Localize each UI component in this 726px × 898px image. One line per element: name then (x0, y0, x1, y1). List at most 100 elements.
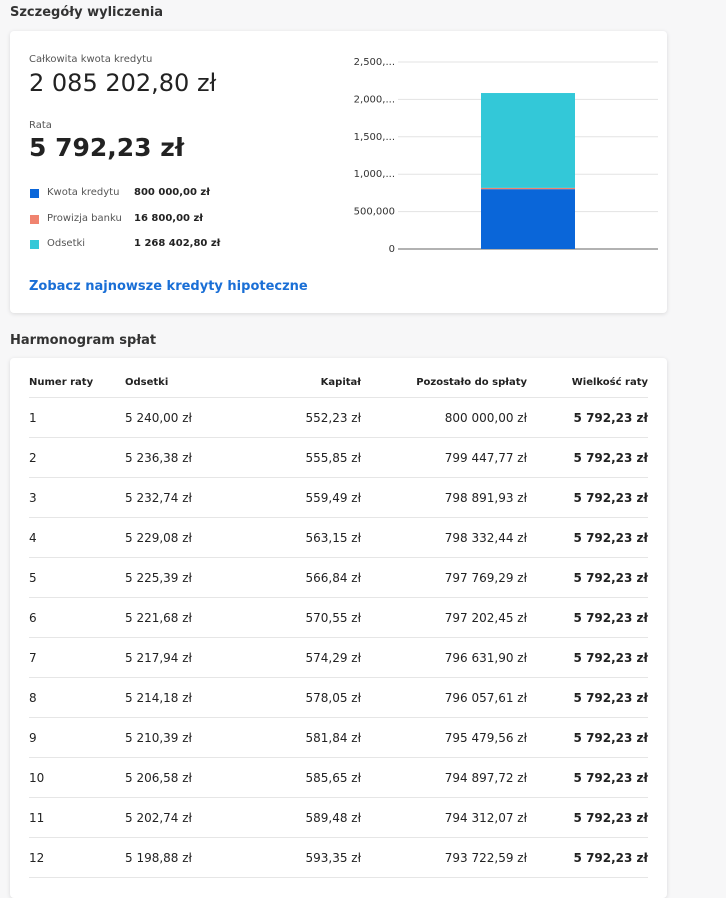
table-row: 10 5 206,58 zł 585,65 zł 794 897,72 zł 5 792… (29, 757, 648, 798)
table-cell: 793 722,59 zł (361, 837, 527, 878)
table-cell: 2 (29, 437, 125, 478)
table-cell: 5 792,23 zł (527, 717, 648, 758)
table-cell: 5 229,08 zł (125, 517, 245, 558)
legend-swatch (30, 214, 39, 224)
bar-segment (481, 93, 575, 188)
legend-value: 16 800,00 zł (134, 212, 203, 224)
table-cell: 11 (29, 797, 125, 838)
table-cell: 794 897,72 zł (361, 757, 527, 798)
table-cell: 5 214,18 zł (125, 677, 245, 718)
table-cell: 5 225,39 zł (125, 557, 245, 598)
column-header: Odsetki (125, 368, 245, 398)
column-header: Numer raty (29, 368, 125, 398)
bar-segment (481, 187, 575, 190)
column-header: Pozostało do spłaty (361, 368, 527, 398)
table-cell: 5 198,88 zł (125, 837, 245, 878)
legend-label: Odsetki (47, 238, 86, 249)
table-cell: 1 (29, 397, 125, 438)
table-cell: 585,65 zł (245, 757, 361, 798)
y-tick-label: 1,000,... (354, 169, 395, 180)
column-header: Kapitał (245, 368, 361, 398)
table-cell: 6 (29, 597, 125, 638)
table-cell: 9 (29, 717, 125, 758)
table-cell: 555,85 zł (245, 437, 361, 478)
legend-value: 800 000,00 zł (134, 187, 210, 198)
table-cell: 559,49 zł (245, 477, 361, 518)
summary-card: Całkowita kwota kredytu 2 085 202,80 zł … (10, 31, 667, 313)
table-cell: 5 792,23 zł (527, 837, 648, 878)
bar-segment (481, 189, 575, 249)
table-cell: 5 206,58 zł (125, 757, 245, 798)
legend-value: 1 268 402,80 zł (134, 238, 221, 249)
table-cell: 7 (29, 637, 125, 678)
schedule-heading: Harmonogram spłat (10, 333, 157, 348)
table-cell: 797 202,45 zł (361, 597, 527, 638)
table-cell: 589,48 zł (245, 797, 361, 838)
rate-label: Rata (29, 120, 52, 131)
table-cell: 5 792,23 zł (527, 437, 648, 478)
table-cell: 5 792,23 zł (527, 397, 648, 438)
table-cell: 574,29 zł (245, 637, 361, 678)
table-cell: 5 217,94 zł (125, 637, 245, 678)
legend-label: Prowizja banku (47, 212, 122, 224)
table-cell: 5 792,23 zł (527, 557, 648, 598)
table-cell: 5 792,23 zł (527, 797, 648, 838)
table-cell: 570,55 zł (245, 597, 361, 638)
table-row: 12 5 198,88 zł 593,35 zł 793 722,59 zł 5 792… (29, 837, 648, 878)
table-cell: 5 210,39 zł (125, 717, 245, 758)
heading: Szczegóły wyliczenia (10, 5, 164, 20)
y-tick-label: 2,000,... (354, 94, 395, 105)
table-cell: 5 232,74 zł (125, 477, 245, 518)
chart: 0 500,000 1,000,... 1,500,... 2,000,... 2,500… (354, 57, 658, 255)
table-cell: 581,84 zł (245, 717, 361, 758)
schedule-card: Numer raty Odsetki Kapitał Pozostało do spł… (10, 358, 667, 898)
table-cell: 5 240,00 zł (125, 397, 245, 438)
table-cell: 578,05 zł (245, 677, 361, 718)
table-cell: 795 479,56 zł (361, 717, 527, 758)
table-cell: 799 447,77 zł (361, 437, 527, 478)
table-cell: 4 (29, 517, 125, 558)
total-label: Całkowita kwota kredytu (29, 54, 153, 65)
link[interactable]: Zobacz najnowsze kredyty hipoteczne (29, 279, 308, 294)
legend-label: Kwota kredytu (47, 187, 120, 198)
total: 2 085 202,80 zł (29, 69, 217, 97)
table-cell: 563,15 zł (245, 517, 361, 558)
table-cell: 5 792,23 zł (527, 517, 648, 558)
table-cell: 5 792,23 zł (527, 637, 648, 678)
table-cell: 593,35 zł (245, 837, 361, 878)
page: Szczegóły wyliczenia Całkowita kwota kre… (10, 5, 667, 878)
table-cell: 10 (29, 757, 125, 798)
y-tick-label: 1,500,... (354, 132, 395, 143)
y-tick-label: 0 (389, 244, 395, 255)
table-cell: 552,23 zł (245, 397, 361, 438)
table-cell: 5 792,23 zł (527, 757, 648, 798)
y-tick-label: 500,000 (354, 207, 395, 218)
table-cell: 12 (29, 837, 125, 878)
table-cell: 5 792,23 zł (527, 597, 648, 638)
table-cell: 566,84 zł (245, 557, 361, 598)
table-cell: 5 792,23 zł (527, 477, 648, 518)
table-cell: 798 332,44 zł (361, 517, 527, 558)
table-cell: 5 202,74 zł (125, 797, 245, 838)
table-cell: 794 312,07 zł (361, 797, 527, 838)
legend-swatch (30, 240, 39, 249)
column-header: Wielkość raty (527, 368, 648, 398)
table-cell: 8 (29, 677, 125, 718)
rate: 5 792,23 zł (29, 133, 185, 162)
legend-swatch (30, 189, 39, 198)
table-cell: 797 769,29 zł (361, 557, 527, 598)
table-cell: 796 057,61 zł (361, 677, 527, 718)
table-row: 11 5 202,74 zł 589,48 zł 794 312,07 zł 5 792… (29, 797, 648, 838)
table-cell: 3 (29, 477, 125, 518)
table-cell: 5 221,68 zł (125, 597, 245, 638)
table-cell: 800 000,00 zł (361, 397, 527, 438)
table-cell: 796 631,90 zł (361, 637, 527, 678)
